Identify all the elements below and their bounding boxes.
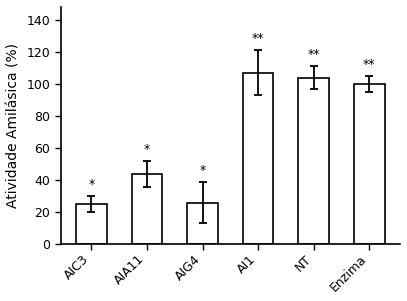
Text: *: *	[199, 164, 206, 177]
Bar	[132, 174, 162, 244]
Text: *: *	[88, 178, 94, 191]
Bar	[187, 203, 218, 244]
Text: **: **	[308, 48, 320, 61]
Bar	[243, 73, 274, 244]
Text: **: **	[363, 58, 376, 71]
Text: *: *	[144, 143, 150, 156]
Y-axis label: Atividade Amilásica (%): Atividade Amilásica (%)	[7, 43, 21, 208]
Text: **: **	[252, 33, 265, 45]
Bar	[76, 204, 107, 244]
Bar	[298, 77, 329, 244]
Bar	[354, 84, 385, 244]
